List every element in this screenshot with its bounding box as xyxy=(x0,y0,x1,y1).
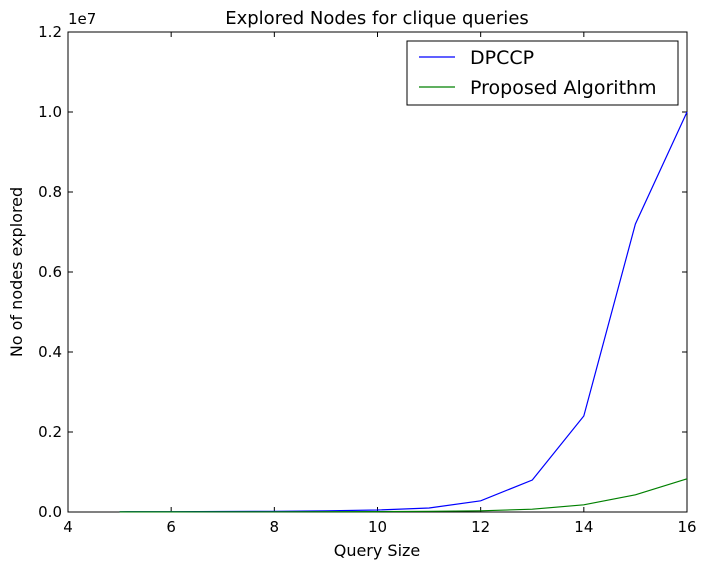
y-tick-label: 0.0 xyxy=(38,503,62,521)
x-tick-label: 6 xyxy=(166,518,176,536)
y-tick-label: 1.2 xyxy=(38,23,62,41)
plot-area: 4 6 8 10 12 14 16 0.0 0.2 0.4 0.6 0.8 1.0 1.2 DPCCP Pro… xyxy=(38,23,696,536)
y-tick-label: 0.4 xyxy=(38,343,62,361)
y-scale-label: 1e7 xyxy=(68,10,96,28)
x-tick-label: 10 xyxy=(368,518,387,536)
y-tick-label: 0.6 xyxy=(38,263,62,281)
y-tick-label: 0.8 xyxy=(38,183,62,201)
x-axis-title: Query Size xyxy=(334,541,421,560)
chart-title: Explored Nodes for clique queries xyxy=(225,8,529,29)
y-tick-label: 1.0 xyxy=(38,103,62,121)
y-tick-label: 0.2 xyxy=(38,423,62,441)
legend-box xyxy=(406,40,679,106)
legend-label: DPCCP xyxy=(470,47,534,69)
x-tick-label: 14 xyxy=(574,518,593,536)
legend-label: Proposed Algorithm xyxy=(470,77,657,99)
y-axis-title: No of nodes explored xyxy=(7,187,26,357)
series-line-proposed-algorithm xyxy=(119,478,688,513)
x-tick-label: 12 xyxy=(471,518,490,536)
x-tick-label: 16 xyxy=(677,518,696,536)
x-tick-label: 8 xyxy=(270,518,280,536)
x-tick-label: 4 xyxy=(63,518,73,536)
series-line-dpccp xyxy=(119,111,688,513)
